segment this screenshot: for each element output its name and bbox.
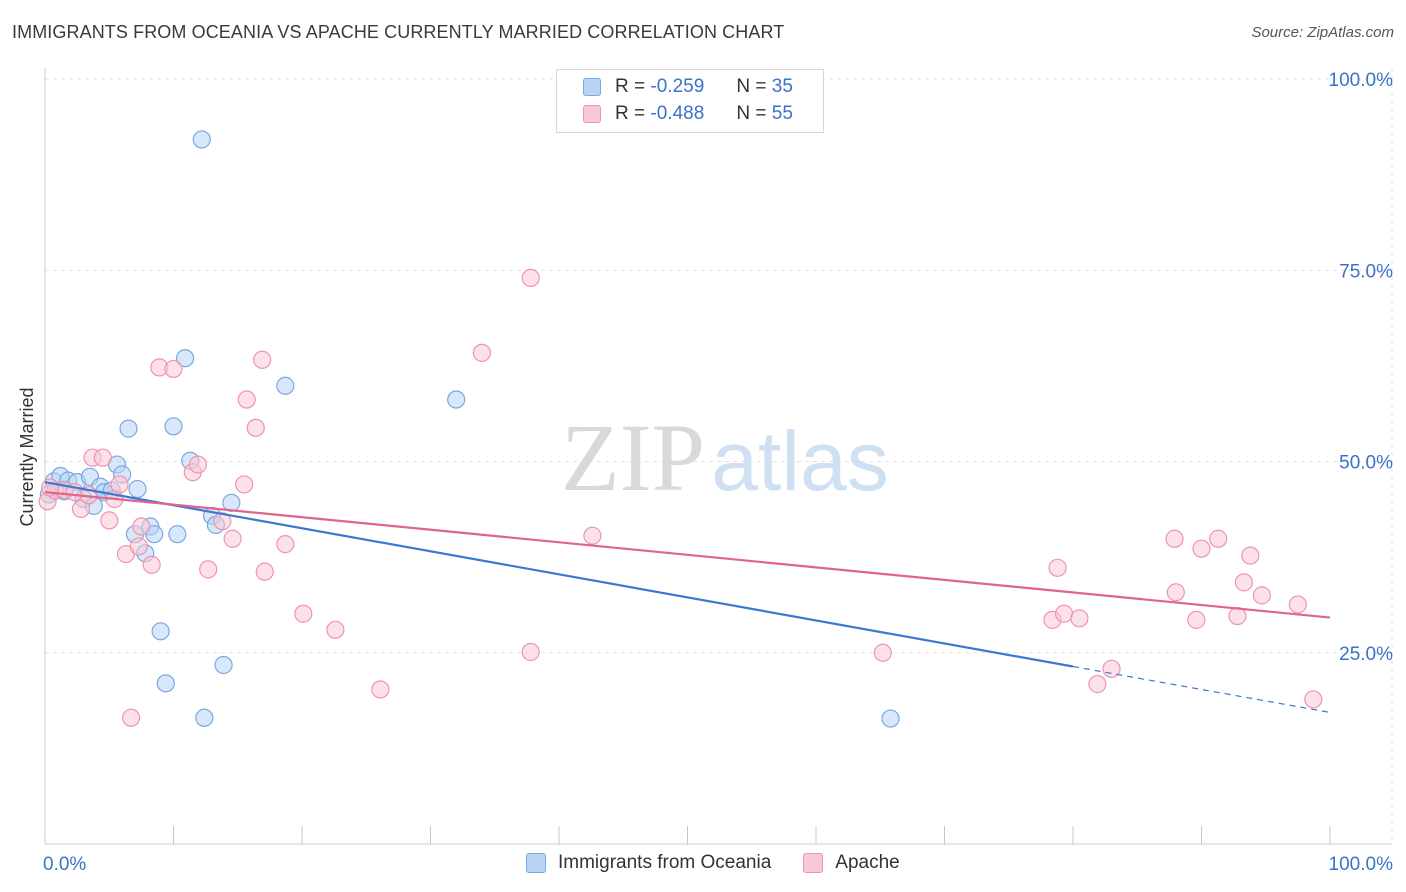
point-apache[interactable] (873, 643, 892, 662)
legend-r-label: R = (615, 76, 646, 97)
series-legend: Immigrants from Oceania Apache (526, 852, 932, 874)
y-tick-label: 25.0% (1339, 644, 1393, 665)
legend-label-oceania: Immigrants from Oceania (558, 852, 772, 873)
legend-swatch-apache (583, 105, 601, 123)
source-label: Source: ZipAtlas.com (1251, 24, 1394, 41)
watermark-zip: ZIP (561, 404, 705, 511)
point-oceania[interactable] (881, 709, 900, 728)
point-apache[interactable] (132, 517, 151, 536)
legend-r-label: R = (615, 103, 646, 124)
point-apache[interactable] (110, 475, 129, 494)
point-apache[interactable] (1165, 529, 1184, 548)
point-apache[interactable] (1234, 573, 1254, 592)
point-apache[interactable] (237, 390, 256, 409)
y-tick-label: 50.0% (1339, 453, 1393, 474)
axes: 25.0% 50.0% 75.0% 100.0% 0.0% 100.0% (43, 68, 1393, 875)
point-apache[interactable] (100, 511, 119, 530)
point-apache[interactable] (294, 604, 313, 623)
point-oceania[interactable] (151, 622, 170, 641)
legend-row-apache: R = -0.488 N = 55 (583, 102, 793, 126)
point-apache[interactable] (223, 529, 242, 548)
point-apache[interactable] (188, 455, 208, 474)
legend-item-apache[interactable]: Apache (803, 852, 900, 874)
point-apache[interactable] (1070, 609, 1089, 628)
point-apache[interactable] (1166, 583, 1185, 602)
x-tick-label: 100.0% (1329, 854, 1394, 875)
chart-title: IMMIGRANTS FROM OCEANIA VS APACHE CURREN… (12, 22, 785, 42)
legend-r-value-oceania: -0.259 (650, 76, 705, 97)
point-oceania[interactable] (175, 349, 195, 368)
y-axis-label: Currently Married (17, 387, 37, 526)
point-oceania[interactable] (128, 479, 147, 499)
point-apache[interactable] (213, 512, 232, 531)
correlation-legend: R = -0.259 N = 35 R = -0.488 N = 55 (556, 69, 824, 133)
point-apache[interactable] (521, 268, 540, 287)
point-oceania[interactable] (276, 376, 295, 395)
point-apache[interactable] (326, 620, 345, 639)
legend-n-value-oceania: 35 (771, 76, 793, 97)
x-tick-label: 0.0% (43, 854, 86, 875)
point-apache[interactable] (1048, 558, 1067, 577)
point-apache[interactable] (472, 343, 491, 362)
legend-swatch-oceania (526, 853, 546, 873)
point-apache[interactable] (1187, 610, 1206, 629)
point-apache[interactable] (276, 535, 295, 554)
point-oceania[interactable] (447, 390, 466, 409)
points (38, 130, 1323, 728)
point-apache[interactable] (521, 642, 540, 662)
point-apache[interactable] (71, 499, 91, 519)
legend-swatch-oceania (583, 78, 601, 96)
point-apache[interactable] (1192, 539, 1211, 558)
point-oceania[interactable] (195, 708, 214, 727)
legend-r-value-apache: -0.488 (650, 103, 705, 124)
point-apache[interactable] (255, 562, 274, 581)
point-apache[interactable] (246, 418, 265, 437)
point-apache[interactable] (199, 560, 218, 579)
point-apache[interactable] (1252, 586, 1271, 605)
point-apache[interactable] (371, 680, 390, 699)
point-apache[interactable] (1241, 546, 1260, 565)
point-oceania[interactable] (168, 525, 187, 544)
legend-item-oceania[interactable]: Immigrants from Oceania (526, 852, 771, 874)
point-apache[interactable] (583, 526, 602, 545)
point-oceania[interactable] (119, 419, 138, 438)
legend-n-label: N = (736, 76, 767, 97)
point-apache[interactable] (129, 537, 148, 556)
point-apache[interactable] (1304, 690, 1323, 709)
point-oceania[interactable] (192, 130, 211, 149)
legend-label-apache: Apache (835, 852, 900, 873)
legend-swatch-apache (803, 853, 824, 873)
point-apache[interactable] (121, 708, 141, 727)
legend-n-label: N = (736, 103, 767, 124)
point-apache[interactable] (235, 475, 254, 494)
y-tick-label: 100.0% (1329, 70, 1394, 91)
point-oceania[interactable] (164, 417, 183, 436)
y-tick-label: 75.0% (1339, 261, 1393, 282)
legend-n-value-apache: 55 (771, 103, 793, 124)
point-apache[interactable] (1288, 595, 1307, 614)
gridlines (45, 68, 1393, 844)
point-oceania[interactable] (214, 655, 233, 675)
point-apache[interactable] (164, 359, 183, 379)
point-apache[interactable] (1054, 604, 1074, 623)
point-apache[interactable] (142, 555, 161, 574)
point-apache[interactable] (1088, 675, 1107, 694)
point-oceania[interactable] (156, 674, 175, 693)
watermark-atlas: atlas (711, 414, 888, 508)
point-apache[interactable] (93, 448, 112, 467)
point-apache[interactable] (253, 350, 272, 369)
trend-line-oceania (44, 481, 1074, 668)
point-apache[interactable] (1209, 529, 1228, 548)
trend-lines (44, 481, 1331, 714)
legend-row-oceania: R = -0.259 N = 35 (583, 75, 793, 99)
trend-line-apache (44, 491, 1331, 619)
